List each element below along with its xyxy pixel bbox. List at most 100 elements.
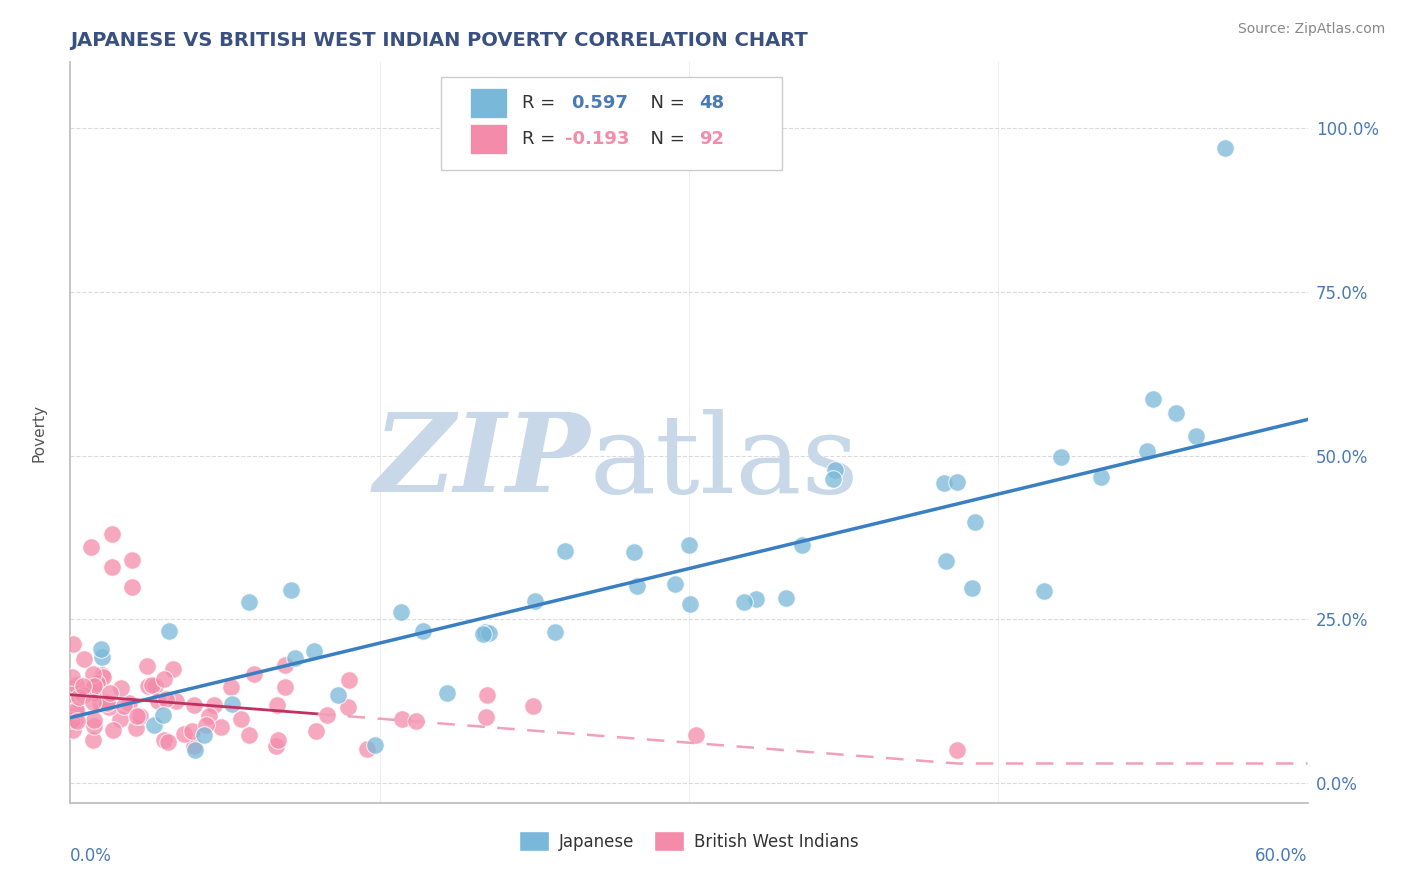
Point (1213, 140, 1236, 154)
FancyBboxPatch shape (441, 78, 782, 169)
Point (90, 641, 112, 656)
Point (623, 544, 645, 558)
Point (1050, 450, 1073, 464)
Text: JAPANESE VS BRITISH WEST INDIAN POVERTY CORRELATION CHART: JAPANESE VS BRITISH WEST INDIAN POVERTY … (70, 30, 808, 50)
Point (626, 579, 648, 593)
Point (83, 719, 105, 733)
Text: -0.193: -0.193 (565, 129, 630, 148)
Point (273, 680, 295, 694)
Text: 0.597: 0.597 (571, 95, 628, 112)
Text: R =: R = (522, 95, 561, 112)
Text: atlas: atlas (591, 409, 859, 516)
Point (302, 644, 325, 658)
Point (664, 576, 686, 591)
Text: ZIP: ZIP (374, 409, 591, 516)
Point (934, 475, 956, 490)
Point (471, 627, 494, 641)
Point (91, 650, 114, 665)
Point (960, 581, 983, 595)
Point (1033, 584, 1056, 599)
Point (266, 739, 288, 753)
Point (284, 650, 307, 665)
Point (80, 541, 103, 555)
Point (108, 712, 131, 726)
Point (73, 651, 96, 665)
Point (823, 472, 845, 486)
Point (209, 720, 232, 734)
Point (118, 696, 141, 710)
Point (328, 688, 350, 702)
Point (679, 597, 702, 611)
FancyBboxPatch shape (470, 88, 508, 118)
Point (1136, 444, 1159, 458)
Point (143, 717, 166, 731)
Point (62, 636, 84, 650)
Point (183, 698, 205, 712)
Point (91, 670, 114, 684)
Point (165, 694, 187, 708)
Point (83, 679, 105, 693)
Point (522, 698, 544, 713)
Text: 0.0%: 0.0% (70, 847, 112, 865)
Point (744, 591, 766, 606)
Point (96, 697, 118, 711)
Point (121, 580, 143, 594)
Point (935, 554, 957, 568)
Point (229, 712, 252, 726)
Point (62, 723, 84, 737)
Text: R =: R = (522, 129, 561, 148)
Point (474, 625, 496, 640)
Point (183, 739, 205, 753)
Point (65, 703, 87, 717)
Point (98, 686, 121, 700)
Text: 60.0%: 60.0% (1256, 847, 1308, 865)
Point (474, 710, 496, 724)
Text: 48: 48 (699, 95, 724, 112)
Point (238, 728, 260, 742)
Point (405, 714, 427, 729)
Point (125, 721, 148, 735)
Point (412, 624, 434, 638)
Point (221, 697, 243, 711)
Point (79, 682, 101, 697)
Point (60, 688, 83, 702)
Point (82, 695, 104, 709)
Point (100, 527, 122, 541)
Point (162, 662, 184, 676)
Point (157, 735, 180, 749)
Point (305, 724, 328, 739)
Point (135, 659, 157, 673)
Point (197, 709, 219, 723)
Point (83, 713, 105, 727)
Point (316, 707, 339, 722)
Point (554, 544, 576, 558)
Point (337, 673, 360, 687)
Point (238, 595, 260, 609)
Text: N =: N = (640, 95, 690, 112)
Point (91, 667, 114, 681)
Text: N =: N = (640, 129, 690, 148)
Point (60, 670, 83, 684)
Point (82, 732, 104, 747)
Point (121, 553, 143, 567)
Point (181, 724, 204, 739)
Point (148, 694, 170, 708)
Point (153, 732, 176, 747)
Point (1164, 406, 1187, 420)
Point (685, 729, 707, 743)
Point (136, 680, 159, 694)
Point (184, 743, 207, 757)
Point (83, 686, 105, 700)
Point (193, 728, 215, 742)
Point (1142, 392, 1164, 407)
Point (523, 594, 546, 608)
Point (65, 714, 87, 728)
Point (86, 676, 108, 690)
Point (356, 742, 378, 756)
Point (391, 712, 413, 726)
FancyBboxPatch shape (470, 124, 508, 153)
Point (89, 696, 111, 710)
Point (280, 583, 302, 598)
Point (157, 624, 180, 638)
Point (72, 679, 94, 693)
